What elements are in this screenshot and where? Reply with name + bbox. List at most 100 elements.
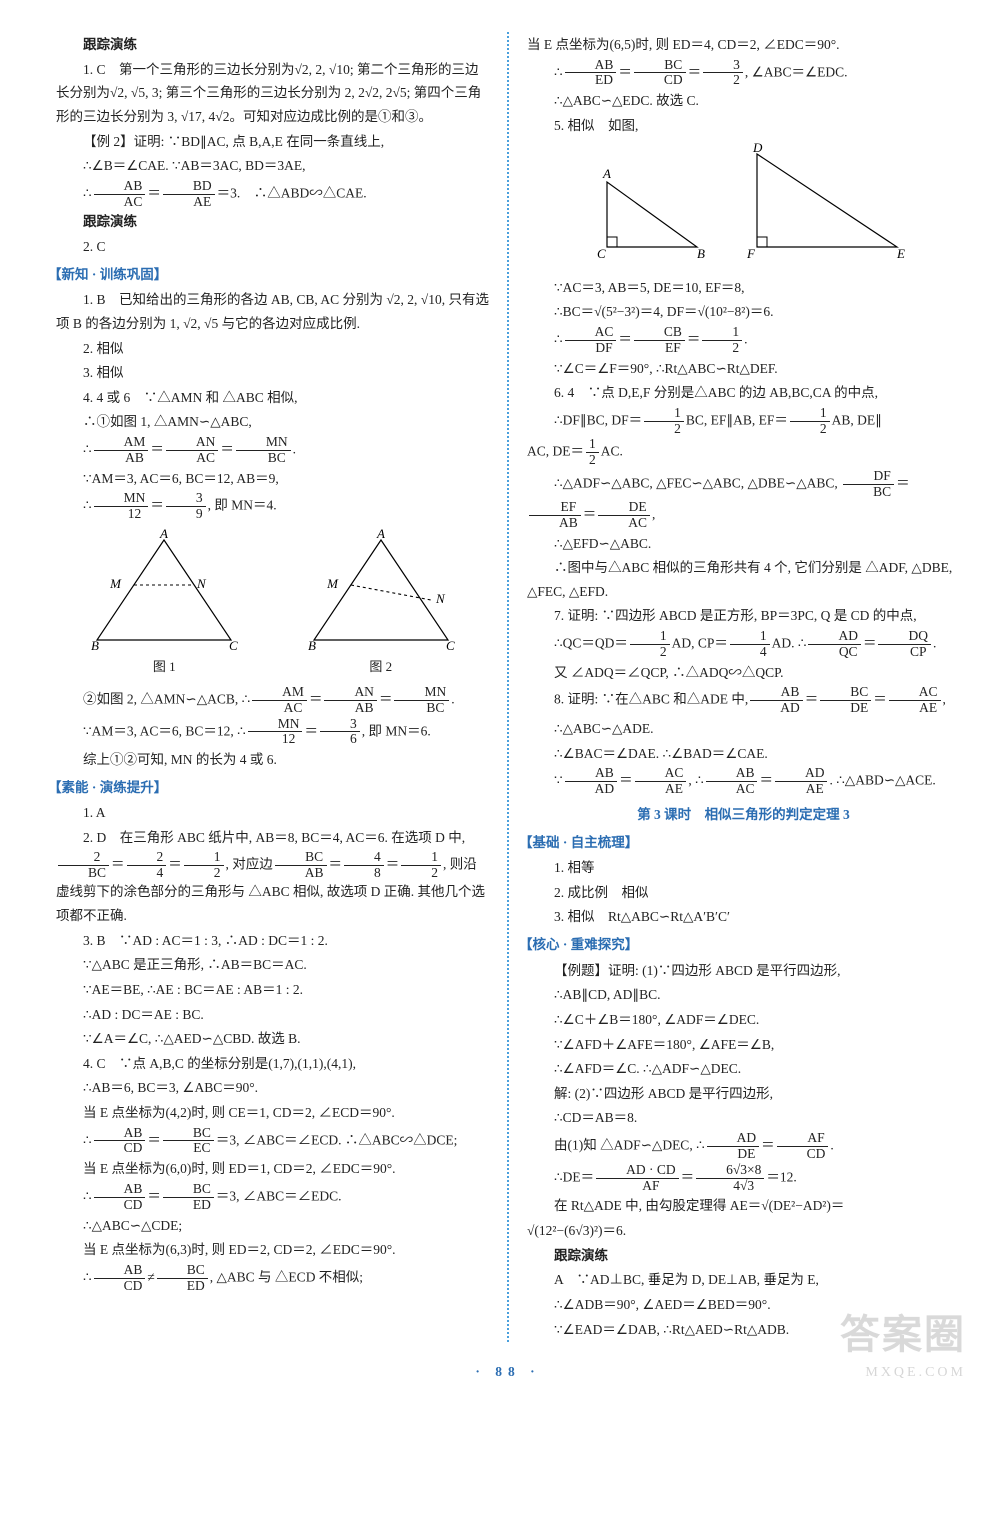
body-text: 1. A <box>56 801 489 825</box>
body-text: 3. 相似 Rt△ABC∽Rt△A′B′C′ <box>527 905 960 929</box>
body-text: ∴∠BAC＝∠DAE. ∴∠BAD＝∠CAE. <box>527 742 960 766</box>
svg-text:F: F <box>746 246 756 261</box>
body-text: ∴△ABC∽△CDE; <box>56 1214 489 1238</box>
body-text: ∴△ADF∽△ABC, △FEC∽△ABC, △DBE∽△ABC, DFBC＝E… <box>527 469 960 530</box>
svg-text:N: N <box>435 591 446 606</box>
body-text: ∵ABAD＝ACAE, ∴ABAC＝ADAE. ∴△ABD∽△ACE. <box>527 766 960 797</box>
body-text: A ∵AD⊥BC, 垂足为 D, DE⊥AB, 垂足为 E, <box>527 1268 960 1292</box>
body-text: 5. 相似 如图, <box>527 114 960 138</box>
body-text: ∴AB∥CD, AD∥BC. <box>527 983 960 1007</box>
body-text: 当 E 点坐标为(6,3)时, 则 ED＝2, CD＝2, ∠EDC＝90°. <box>56 1238 489 1262</box>
body-text: ∴AB＝6, BC＝3, ∠ABC＝90°. <box>56 1076 489 1100</box>
figure-1-2: A M N B C 图 1 A M N B C 图 2 <box>56 528 489 679</box>
fig-caption: 图 1 <box>79 656 249 679</box>
triangle-fig1: A M N B C <box>79 528 249 658</box>
body-text: ②如图 2, △AMN∽△ACB, ∴AMAC＝ANAB＝MNBC. <box>56 685 489 716</box>
body-text: ∴MN12＝39, 即 MN＝4. <box>56 491 489 522</box>
body-text: ∴ABCD≠BCED, △ABC 与 △ECD 不相似; <box>56 1263 489 1294</box>
body-text: 由(1)知 △ADF∽△DEC, ∴ADDE＝AFCD. <box>527 1131 960 1162</box>
svg-text:B: B <box>697 246 705 261</box>
svg-text:N: N <box>196 576 207 591</box>
body-text: 2. D 在三角形 ABC 纸片中, AB＝8, BC＝4, AC＝6. 在选项… <box>56 826 489 928</box>
body-text: ∴ABAC＝BDAE＝3. ∴△ABD∽△CAE. <box>56 179 489 210</box>
right-column: 当 E 点坐标为(6,5)时, 则 ED＝4, CD＝2, ∠EDC＝90°. … <box>509 32 960 1342</box>
body-text: 解: (2)∵四边形 ABCD 是平行四边形, <box>527 1082 960 1106</box>
body-text: √(12²−(6√3)²)＝6. <box>527 1219 960 1243</box>
body-text: ∴QC＝QD＝12AD, CP＝14AD. ∴ADQC＝DQCP. <box>527 629 960 660</box>
triangle-fig2: A M N B C <box>296 528 466 658</box>
body-text: ∴ABED＝BCCD＝32, ∠ABC＝∠EDC. <box>527 58 960 89</box>
section-ability: 【素能 · 演练提升】 <box>48 776 489 800</box>
svg-text:D: D <box>752 142 763 155</box>
svg-text:E: E <box>896 246 905 261</box>
body-text: ∵∠EAD＝∠DAB, ∴Rt△AED∽Rt△ADB. <box>527 1318 960 1342</box>
heading: 跟踪演练 <box>56 210 489 234</box>
body-text: 当 E 点坐标为(6,5)时, 则 ED＝4, CD＝2, ∠EDC＝90°. <box>527 33 960 57</box>
body-text: ∵∠A＝∠C, ∴△AED∽△CBD. 故选 B. <box>56 1027 489 1051</box>
body-text: 1. C 第一个三角形的三边长分别为√2, 2, √10; 第二个三角形的三边长… <box>56 58 489 129</box>
heading: 跟踪演练 <box>527 1244 960 1268</box>
body-text: 6. 4 ∵点 D,E,F 分别是△ABC 的边 AB,BC,CA 的中点, <box>527 381 960 405</box>
section-basics: 【基础 · 自主梳理】 <box>519 831 960 855</box>
body-text: 3. B ∵AD : AC＝1 : 3, ∴AD : DC＝1 : 2. <box>56 929 489 953</box>
body-text: ∴DF∥BC, DF＝12BC, EF∥AB, EF＝12AB, DE∥ <box>527 406 960 437</box>
body-text: 1. B 已知给出的三角形的各边 AB, CB, AC 分别为 √2, 2, √… <box>56 288 489 335</box>
body-text: ∵AM＝3, AC＝6, BC＝12, ∴MN12＝36, 即 MN＝6. <box>56 717 489 748</box>
body-text: ∴△EFD∽△ABC. <box>527 532 960 556</box>
svg-text:B: B <box>91 638 99 653</box>
svg-text:B: B <box>308 638 316 653</box>
figure-two-right-triangles: A C B D F E <box>567 142 960 272</box>
heading: 跟踪演练 <box>56 33 489 57</box>
body-text: 2. 相似 <box>56 337 489 361</box>
lesson-title: 第 3 课时 相似三角形的判定定理 3 <box>527 803 960 827</box>
body-text: ∴BC＝√(5²−3²)＝4, DF＝√(10²−8²)＝6. <box>527 300 960 324</box>
body-text: 1. 相等 <box>527 856 960 880</box>
body-text: 7. 证明: ∵四边形 ABCD 是正方形, BP＝3PC, Q 是 CD 的中… <box>527 604 960 628</box>
body-text: 8. 证明: ∵在△ABC 和△ADE 中,ABAD＝BCDE＝ACAE, <box>527 685 960 716</box>
body-text: 【例题】证明: (1)∵四边形 ABCD 是平行四边形, <box>527 959 960 983</box>
body-text: 又 ∠ADQ＝∠QCP, ∴△ADQ∽△QCP. <box>527 661 960 685</box>
svg-text:C: C <box>229 638 238 653</box>
body-text: ∴△ABC∽△EDC. 故选 C. <box>527 89 960 113</box>
body-text: ∴∠AFD＝∠C. ∴△ADF∽△DEC. <box>527 1057 960 1081</box>
body-text: 当 E 点坐标为(6,0)时, 则 ED＝1, CD＝2, ∠EDC＝90°. <box>56 1157 489 1181</box>
fig-caption: 图 2 <box>296 656 466 679</box>
body-text: ∴∠B＝∠CAE. ∵AB＝3AC, BD＝3AE, <box>56 154 489 178</box>
svg-text:C: C <box>446 638 455 653</box>
body-text: ∴ABCD＝BCED＝3, ∠ABC＝∠EDC. <box>56 1182 489 1213</box>
body-text: ∴ABCD＝BCEC＝3, ∠ABC＝∠ECD. ∴△ABC∽△DCE; <box>56 1126 489 1157</box>
body-text: ∴图中与△ABC 相似的三角形共有 4 个, 它们分别是 △ADF, △DBE,… <box>527 556 960 603</box>
body-text: ∴①如图 1, △AMN∽△ABC, <box>56 410 489 434</box>
body-text: ∵AC＝3, AB＝5, DE＝10, EF＝8, <box>527 276 960 300</box>
body-text: ∵AM＝3, AC＝6, BC＝12, AB＝9, <box>56 467 489 491</box>
body-text: 4. C ∵点 A,B,C 的坐标分别是(1,7),(1,1),(4,1), <box>56 1052 489 1076</box>
body-text: ∴∠ADB＝90°, ∠AED＝∠BED＝90°. <box>527 1293 960 1317</box>
svg-text:C: C <box>597 246 606 261</box>
svg-text:A: A <box>376 528 385 541</box>
body-text: ∴∠C＋∠B＝180°, ∠ADF＝∠DEC. <box>527 1008 960 1032</box>
body-text: 4. 4 或 6 ∵△AMN 和 △ABC 相似, <box>56 386 489 410</box>
left-column: 跟踪演练 1. C 第一个三角形的三边长分别为√2, 2, √10; 第二个三角… <box>56 32 507 1342</box>
svg-text:M: M <box>109 576 122 591</box>
body-text: 当 E 点坐标为(4,2)时, 则 CE＝1, CD＝2, ∠ECD＝90°. <box>56 1101 489 1125</box>
body-text: ∵∠AFD＋∠AFE＝180°, ∠AFE＝∠B, <box>527 1033 960 1057</box>
body-text: 3. 相似 <box>56 361 489 385</box>
body-text: AC, DE＝12AC. <box>527 437 960 468</box>
svg-text:A: A <box>602 166 611 181</box>
body-text: ∵∠C＝∠F＝90°, ∴Rt△ABC∽Rt△DEF. <box>527 357 960 381</box>
page-number: · 88 · <box>56 1360 960 1384</box>
example-2: 【例 2】证明: ∵BD∥AC, 点 B,A,E 在同一条直线上, <box>56 130 489 154</box>
body-text: 2. C <box>56 235 489 259</box>
body-text: ∵AE＝BE, ∴AE : BC＝AE : AB＝1 : 2. <box>56 978 489 1002</box>
body-text: ∴ACDF＝CBEF＝12. <box>527 325 960 356</box>
body-text: ∴AMAB＝ANAC＝MNBC. <box>56 435 489 466</box>
svg-text:M: M <box>326 576 339 591</box>
body-text: ∴CD＝AB＝8. <box>527 1106 960 1130</box>
body-text: ∴△ABC∽△ADE. <box>527 717 960 741</box>
svg-text:A: A <box>159 528 168 541</box>
body-text: ∵△ABC 是正三角形, ∴AB＝BC＝AC. <box>56 953 489 977</box>
body-text: 在 Rt△ADE 中, 由勾股定理得 AE＝√(DE²−AD²)＝ <box>527 1194 960 1218</box>
body-text: 综上①②可知, MN 的长为 4 或 6. <box>56 748 489 772</box>
section-core: 【核心 · 重难探究】 <box>519 933 960 957</box>
body-text: ∴DE＝AD · CDAF＝6√3×84√3＝12. <box>527 1163 960 1194</box>
